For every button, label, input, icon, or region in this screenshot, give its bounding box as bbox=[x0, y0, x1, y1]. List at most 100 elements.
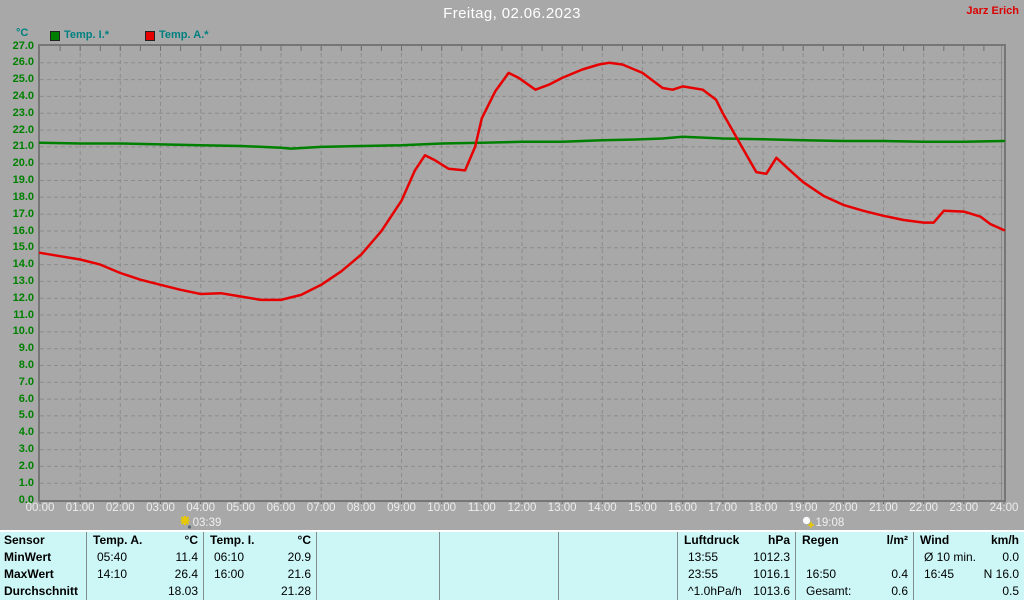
table-row bbox=[796, 549, 913, 566]
table-row: 14:10 26.4 bbox=[87, 566, 203, 583]
column-header: Wind km/h bbox=[914, 532, 1024, 549]
header-unit: °C bbox=[184, 533, 198, 547]
table-row bbox=[559, 583, 677, 600]
table-row: 05:40 11.4 bbox=[87, 549, 203, 566]
y-tick-label: 16.0 bbox=[12, 224, 34, 237]
y-tick-label: 22.0 bbox=[12, 123, 34, 136]
sunset-marker: 19:08 bbox=[801, 516, 844, 529]
x-tick-label: 10:00 bbox=[427, 502, 457, 514]
x-tick-label: 05:00 bbox=[226, 502, 256, 514]
cell-time: 16:00 bbox=[214, 567, 245, 581]
y-tick-label: 10.0 bbox=[12, 325, 34, 338]
row-label: MinWert bbox=[4, 550, 52, 564]
y-tick-label: 3.0 bbox=[18, 443, 34, 456]
x-tick-label: 20:00 bbox=[828, 502, 858, 514]
column-header: Regen l/m² bbox=[796, 532, 913, 549]
legend-label-temp-i: Temp. I.* bbox=[64, 29, 110, 41]
column-temp--i-: Temp. I. °C 06:10 20.9 16:00 21.6 21.28 bbox=[204, 532, 317, 600]
y-tick-label: 23.0 bbox=[12, 106, 34, 119]
table-row: 21.28 bbox=[204, 583, 316, 600]
header-unit: km/h bbox=[990, 533, 1019, 547]
cell-value: 0.4 bbox=[891, 567, 908, 581]
table-row bbox=[317, 549, 439, 566]
header-name: Temp. A. bbox=[93, 533, 143, 547]
y-tick-label: 27.0 bbox=[12, 39, 34, 52]
cell-value: 0.6 bbox=[891, 584, 908, 598]
y-tick-label: 2.0 bbox=[18, 459, 34, 472]
column-empty bbox=[317, 532, 440, 600]
series-tempi bbox=[38, 135, 1006, 150]
x-tick-label: 02:00 bbox=[105, 502, 135, 514]
x-tick-label: 14:00 bbox=[587, 502, 617, 514]
column-header: Luftdruck hPa bbox=[678, 532, 795, 549]
cell-time: 16:50 bbox=[806, 567, 837, 581]
y-tick-label: 8.0 bbox=[18, 359, 34, 371]
x-tick-label: 12:00 bbox=[507, 502, 537, 514]
temperature-chart bbox=[38, 44, 1006, 506]
x-tick-label: 08:00 bbox=[346, 502, 376, 514]
x-tick-label: 04:00 bbox=[186, 502, 216, 514]
column-luftdruck: Luftdruck hPa 13:55 1012.3 23:55 1016.1 ^1.0hP… bbox=[678, 532, 796, 600]
header-unit: °C bbox=[297, 533, 311, 547]
y-tick-label: 12.0 bbox=[12, 291, 34, 304]
y-tick-label: 18.0 bbox=[12, 190, 34, 203]
table-row: 23:55 1016.1 bbox=[678, 566, 795, 583]
column-row-labels: Sensor MinWert MaxWert Durchschnitt bbox=[0, 532, 87, 600]
cell-value: N 16.0 bbox=[983, 567, 1019, 581]
y-tick-label: 13.0 bbox=[12, 274, 34, 287]
stats-table: Sensor MinWert MaxWert Durchschnitt Temp. A.… bbox=[0, 530, 1024, 602]
y-tick-label: 25.0 bbox=[12, 73, 34, 86]
y-tick-label: 20.0 bbox=[12, 157, 34, 170]
column-header: Temp. A. °C bbox=[87, 532, 203, 549]
x-tick-label: 23:00 bbox=[949, 502, 979, 514]
cell-time: 14:10 bbox=[97, 567, 128, 581]
sunset-icon bbox=[801, 516, 815, 529]
column-empty bbox=[559, 532, 678, 600]
cell-value: 20.9 bbox=[287, 550, 311, 564]
page-title: Freitag, 02.06.2023 bbox=[443, 5, 581, 22]
x-tick-label: 18:00 bbox=[748, 502, 778, 514]
table-row: 06:10 20.9 bbox=[204, 549, 316, 566]
series-tempa bbox=[38, 61, 1006, 302]
table-row: Ø 10 min. 0.0 bbox=[914, 549, 1024, 566]
column-header bbox=[559, 532, 677, 549]
y-tick-label: 21.0 bbox=[12, 140, 34, 153]
table-row bbox=[440, 583, 558, 600]
table-row: 18.03 bbox=[87, 583, 203, 600]
legend-swatch-temp-a bbox=[145, 31, 155, 41]
row-label: MaxWert bbox=[4, 567, 54, 581]
header-unit: l/m² bbox=[886, 533, 908, 547]
row-label: Durchschnitt bbox=[4, 584, 79, 598]
table-row bbox=[317, 583, 439, 600]
x-tick-label: 13:00 bbox=[547, 502, 577, 514]
legend-label-temp-a: Temp. A.* bbox=[159, 29, 209, 41]
cell-time: 13:55 bbox=[688, 550, 719, 564]
table-row: ^1.0hPa/h 1013.6 bbox=[678, 583, 795, 600]
x-tick-label: 21:00 bbox=[869, 502, 898, 514]
y-tick-label: 5.0 bbox=[18, 409, 34, 422]
x-tick-label: 06:00 bbox=[266, 502, 296, 514]
column-header bbox=[317, 532, 439, 549]
x-tick-label: 03:00 bbox=[146, 502, 175, 514]
header-name: Luftdruck bbox=[684, 533, 740, 547]
cell-value: 0.0 bbox=[1002, 550, 1019, 564]
table-row bbox=[559, 549, 677, 566]
user-name: Jarz Erich bbox=[966, 5, 1019, 17]
x-tick-label: 19:00 bbox=[788, 502, 818, 514]
cell-time: 06:10 bbox=[214, 550, 245, 564]
cell-time: 23:55 bbox=[688, 567, 719, 581]
table-row: 13:55 1012.3 bbox=[678, 549, 795, 566]
table-row bbox=[440, 549, 558, 566]
column-header: Temp. I. °C bbox=[204, 532, 316, 549]
cell-value: 1012.3 bbox=[753, 550, 790, 564]
table-row bbox=[440, 566, 558, 583]
cell-value: 1016.1 bbox=[753, 567, 790, 581]
x-tick-label: 00:00 bbox=[25, 502, 55, 514]
y-tick-label: 6.0 bbox=[18, 392, 34, 405]
y-tick-label: 4.0 bbox=[18, 426, 34, 439]
x-tick-label: 07:00 bbox=[306, 502, 336, 514]
y-tick-label: 26.0 bbox=[12, 56, 34, 69]
table-row: 16:00 21.6 bbox=[204, 566, 316, 583]
y-tick-label: 15.0 bbox=[12, 241, 34, 254]
header-name: Regen bbox=[802, 533, 839, 547]
